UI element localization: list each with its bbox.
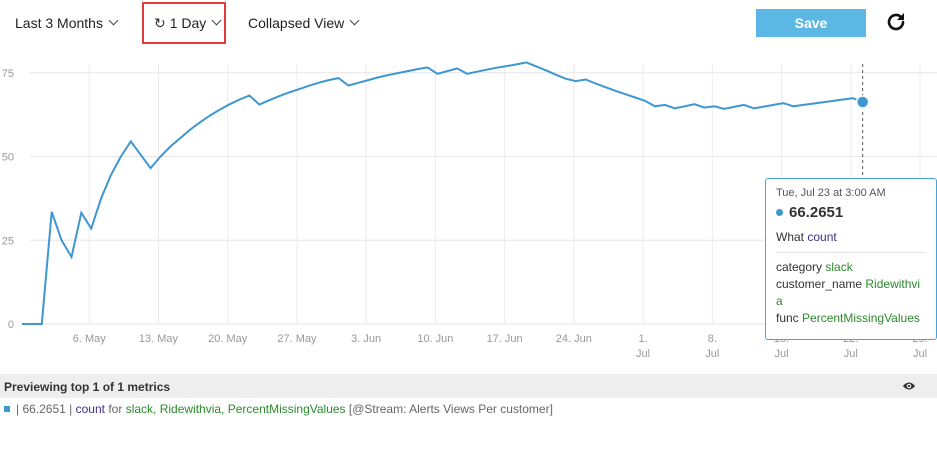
y-tick-label: 25 <box>2 235 14 247</box>
history-icon: ↻ <box>154 14 166 31</box>
interval-dropdown[interactable]: ↻ 1 Day <box>142 2 226 44</box>
view-mode-label: Collapsed View <box>248 15 345 31</box>
x-tick-label: 10. Jun <box>417 333 453 345</box>
toolbar: Last 3 Months ↻ 1 Day Collapsed View Sav… <box>0 0 937 48</box>
tooltip-what-key: What <box>776 230 805 244</box>
metric-tags: slack, Ridewithvia, PercentMissingValues <box>125 402 346 416</box>
time-range-label: Last 3 Months <box>15 15 103 31</box>
refresh-icon[interactable] <box>884 10 908 34</box>
eye-icon[interactable] <box>902 380 916 392</box>
tooltip-customer-value: Ridewithvia <box>776 277 921 308</box>
x-tick-label: 24. Jun <box>556 333 592 345</box>
tooltip-category-value: slack <box>825 260 853 274</box>
save-button[interactable]: Save <box>756 9 866 37</box>
x-tick-label: 3. Jun <box>351 333 381 345</box>
tooltip-func-value: PercentMissingValues <box>802 311 920 325</box>
series-dot-icon <box>776 209 783 216</box>
chevron-down-icon <box>108 15 119 26</box>
y-tick-label: 50 <box>2 152 14 164</box>
chevron-down-icon <box>211 15 222 26</box>
chevron-down-icon <box>349 15 360 26</box>
time-range-dropdown[interactable]: Last 3 Months <box>15 13 119 33</box>
line-chart: 0 25 50 75 6. May 13. May 20. May 27. May 3. Ju… <box>2 61 937 360</box>
view-mode-dropdown[interactable]: Collapsed View <box>248 13 360 33</box>
x-tick-label: 1. Jul <box>636 333 650 360</box>
x-tick-label: 8. Jul <box>705 333 719 360</box>
tooltip-time: Tue, Jul 23 at 3:00 AM <box>776 187 886 199</box>
divider <box>776 252 926 253</box>
x-tick-label: 27. May <box>277 333 317 345</box>
series-swatch <box>4 406 10 412</box>
tooltip-what-value: count <box>807 230 837 244</box>
interval-label: 1 Day <box>169 15 207 31</box>
preview-title: Previewing top 1 of 1 metrics <box>4 380 171 394</box>
tooltip-func: func PercentMissingValues <box>776 310 926 327</box>
metric-for: for <box>108 402 123 416</box>
metric-name: count <box>75 402 105 416</box>
series-line <box>22 61 864 325</box>
x-tick-label: 20. May <box>208 333 248 345</box>
x-tick-label: 6. May <box>73 333 107 345</box>
metric-row[interactable]: | 66.2651 | count for slack, Ridewithvia… <box>4 402 553 416</box>
tooltip-category-key: category <box>776 260 823 274</box>
metric-value: | 66.2651 | <box>16 402 73 416</box>
preview-header: Previewing top 1 of 1 metrics <box>0 374 937 398</box>
tooltip-value: 66.2651 <box>789 204 844 221</box>
y-tick-label: 75 <box>2 68 14 80</box>
tooltip-category: category slack <box>776 259 926 276</box>
x-tick-label: 13. May <box>139 333 179 345</box>
tooltip-value-row: 66.2651 <box>776 204 926 221</box>
tooltip-what: What count <box>776 230 926 244</box>
x-tick-label: 17. Jun <box>487 333 523 345</box>
highlighted-data-point[interactable] <box>855 95 870 109</box>
tooltip-func-key: func <box>776 311 799 325</box>
metric-stream: [@Stream: Alerts Views Per customer] <box>348 402 553 416</box>
y-tick-label: 0 <box>8 319 14 331</box>
data-tooltip: Tue, Jul 23 at 3:00 AM 66.2651 What coun… <box>765 178 937 340</box>
tooltip-customer: customer_name Ridewithvia <box>776 276 926 310</box>
tooltip-customer-key: customer_name <box>776 277 863 291</box>
